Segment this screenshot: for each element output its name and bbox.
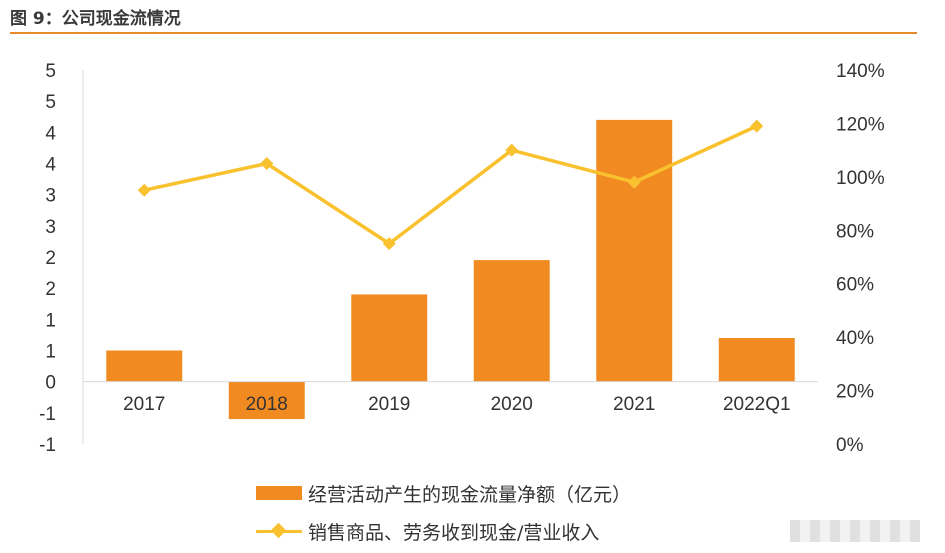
bar-2021: [596, 119, 673, 382]
right-axis-ticks: 0% 20% 40% 60% 80% 100% 120% 140%: [836, 61, 885, 456]
category-label: 2018: [246, 394, 288, 415]
left-tick-label: 3: [45, 186, 56, 207]
right-tick-label: 100%: [836, 168, 885, 189]
title-divider: [10, 32, 917, 34]
bars-layer: [106, 119, 795, 420]
category-label: 2020: [491, 394, 533, 415]
left-tick-label: 4: [45, 123, 56, 144]
right-tick-label: 120%: [836, 114, 885, 135]
category-label: 2021: [613, 394, 655, 415]
ratio-line-layer: [137, 119, 764, 251]
legend-bar-label: 经营活动产生的现金流量净额（亿元）: [308, 483, 632, 506]
legend-item-line: 销售商品、劳务收到现金/营业收入: [256, 512, 631, 550]
category-axis-ticks: 2017 2018 2019 2020 2021 2022Q1: [123, 394, 790, 415]
left-tick-label: 4: [45, 155, 56, 176]
ratio-line: [143, 124, 758, 246]
right-tick-label: 40%: [836, 328, 874, 349]
left-tick-label: 3: [45, 217, 56, 238]
right-tick-label: 0%: [836, 435, 864, 456]
legend-item-bar: 经营活动产生的现金流量净额（亿元）: [256, 474, 631, 512]
figure-title: 图 9：公司现金流情况: [10, 9, 181, 29]
category-label: 2022Q1: [723, 394, 791, 415]
left-tick-label: 2: [45, 279, 56, 300]
ratio-marker-2019: [382, 237, 396, 251]
right-tick-label: 60%: [836, 275, 874, 296]
right-tick-label: 80%: [836, 221, 874, 242]
blurred-watermark: [790, 520, 920, 542]
category-label: 2019: [368, 394, 410, 415]
left-tick-label: 2: [45, 248, 56, 269]
ratio-marker-2022Q1: [750, 119, 764, 133]
left-tick-label: 5: [45, 61, 56, 82]
left-tick-label: -1: [39, 435, 56, 456]
chart-legend: 经营活动产生的现金流量净额（亿元） 销售商品、劳务收到现金/营业收入: [256, 474, 631, 550]
category-label: 2017: [123, 394, 165, 415]
left-tick-label: 5: [45, 92, 56, 113]
left-tick-label: -1: [39, 404, 56, 425]
legend-line-swatch: [256, 524, 302, 538]
legend-line-label: 销售商品、劳务收到现金/营业收入: [308, 521, 600, 544]
bar-2018: [228, 381, 305, 420]
legend-bar-swatch: [256, 486, 302, 500]
ratio-marker-2017: [137, 183, 151, 197]
right-tick-label: 140%: [836, 61, 885, 82]
bar-2022Q1: [718, 338, 795, 382]
ratio-marker-2020: [505, 143, 519, 157]
ratio-marker-2018: [260, 157, 274, 170]
left-tick-label: 1: [45, 342, 56, 363]
right-tick-label: 20%: [836, 382, 874, 403]
bar-2019: [351, 294, 428, 382]
ratio-marker-2021: [627, 175, 641, 189]
left-tick-label: 1: [45, 310, 56, 331]
bar-2017: [106, 350, 183, 382]
left-tick-label: 0: [45, 373, 56, 394]
left-axis-ticks: -1 -1 0 1 1 2 2 3 3 4 4 5 5: [39, 61, 56, 456]
bar-2020: [473, 260, 550, 382]
